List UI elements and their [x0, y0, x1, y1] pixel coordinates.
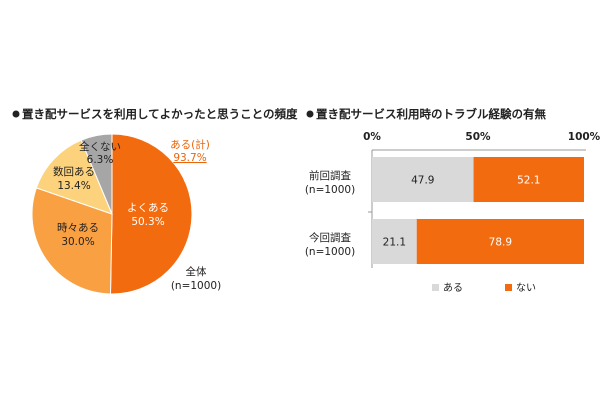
bar-segment-previous-nai [473, 157, 584, 202]
pie-slice-mattaku [80, 133, 113, 215]
pie-slice-yokuaru [109, 133, 193, 295]
pie-base-label-2: (n=1000) [171, 280, 221, 292]
slice-value-tokidoki: 30.0% [61, 236, 94, 248]
total-annotation-value: 93.7% [173, 152, 206, 164]
pie-slice-sukai [35, 139, 113, 215]
bar-value-current-aru: 21.1 [383, 237, 406, 249]
bar-value-previous-aru: 47.9 [411, 175, 434, 187]
slice-label-tokidoki: 時々ある [57, 222, 99, 234]
slice-label-yokuaru: よくある [127, 202, 169, 214]
pie-chart-title: 置き配サービスを利用してよかったと思うことの頻度 [22, 107, 298, 121]
x-tick-100: 100% [568, 131, 600, 143]
slice-value-sukai: 13.4% [57, 180, 90, 192]
bar-segment-current-aru [372, 219, 417, 264]
total-annotation-label: ある(計) [170, 138, 210, 151]
slice-label-mattaku: 全くない [79, 140, 121, 153]
legend-label-aru: ある [443, 282, 463, 294]
bar-title-bullet [306, 110, 314, 118]
slice-label-sukai: 数回ある [53, 165, 95, 178]
bar-segments [372, 157, 584, 264]
category-label-current: 今回調査 [309, 231, 351, 244]
slice-value-yokuaru: 50.3% [131, 216, 164, 228]
x-tick-0: 0% [363, 131, 381, 143]
bar-segment-previous-aru [372, 157, 474, 202]
legend-swatch-nai [505, 284, 512, 291]
legend-label-nai: ない [516, 282, 536, 294]
pie-title-bullet [12, 110, 20, 118]
pie-slices [31, 133, 193, 295]
category-label-previous: 前回調査 [309, 169, 351, 182]
x-tick-50: 50% [465, 131, 491, 143]
bar-segment-current-nai [416, 219, 584, 264]
bar-value-previous-nai: 52.1 [517, 175, 540, 187]
bar-chart-title: 置き配サービス利用時のトラブル経験の有無 [316, 107, 546, 121]
slice-value-mattaku: 6.3% [87, 154, 114, 166]
pie-slice-tokidoki [31, 187, 113, 295]
legend-swatch-aru [432, 284, 439, 291]
category-n-previous: (n=1000) [305, 184, 355, 196]
category-n-current: (n=1000) [305, 246, 355, 258]
bar-value-current-nai: 78.9 [489, 237, 512, 249]
pie-base-label-1: 全体 [186, 265, 207, 278]
